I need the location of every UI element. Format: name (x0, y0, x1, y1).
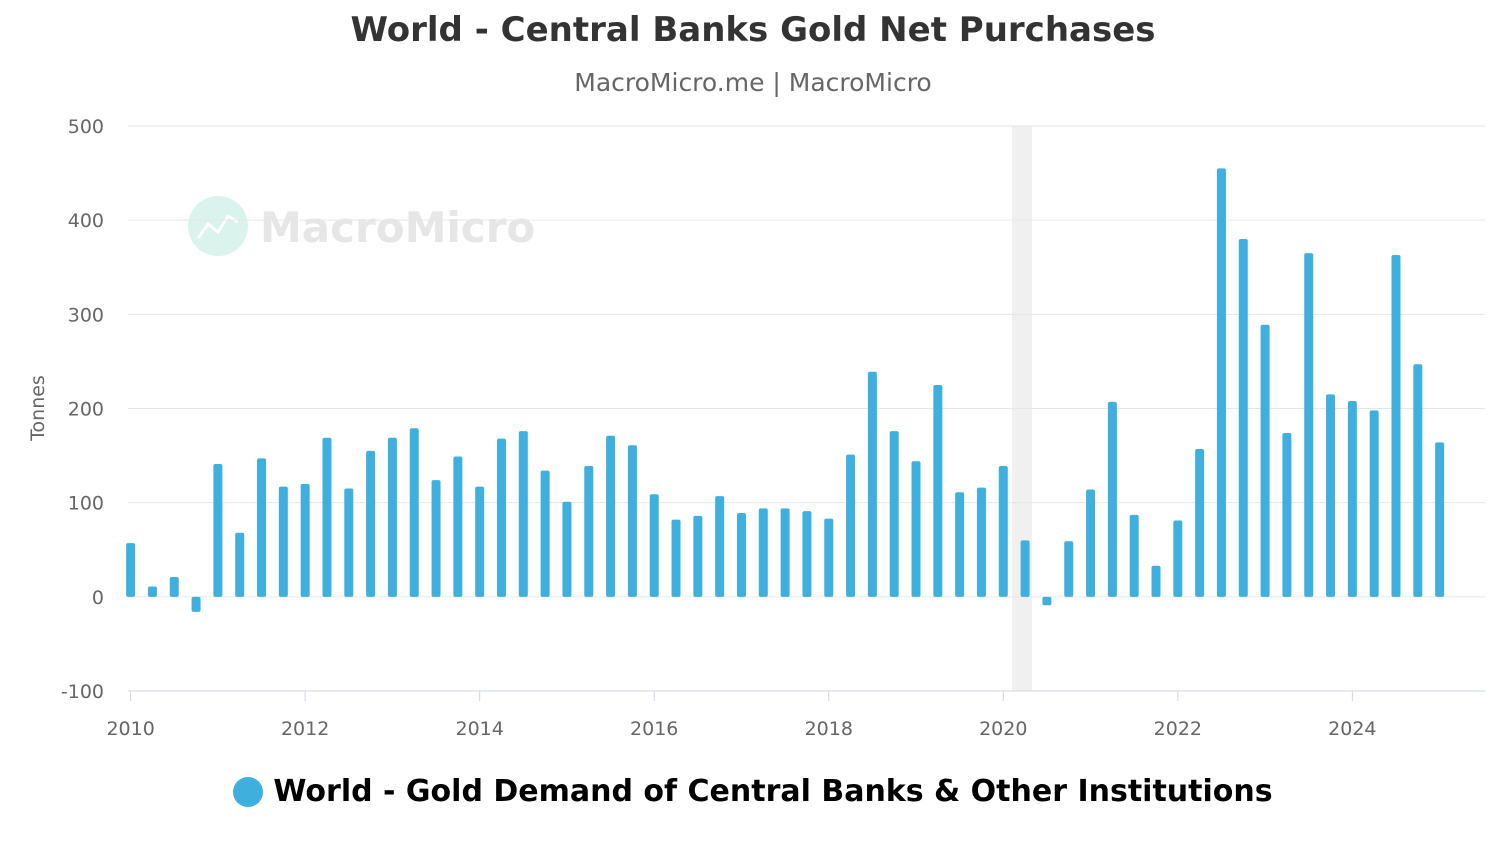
bar-2017-Q1[interactable] (736, 513, 746, 597)
bar-2013-Q1[interactable] (387, 437, 397, 597)
bar-2010-Q3[interactable] (169, 577, 179, 597)
bar-2011-Q2[interactable] (235, 532, 245, 597)
bar-2024-Q4[interactable] (1413, 364, 1423, 597)
bar-2021-Q1[interactable] (1086, 489, 1096, 597)
bar-2016-Q1[interactable] (649, 494, 659, 597)
bar-2021-Q2[interactable] (1107, 401, 1117, 597)
bar-2018-Q1[interactable] (824, 518, 834, 597)
y-tick-label-200: 200 (68, 399, 104, 421)
bar-2020-Q2[interactable] (1020, 540, 1030, 597)
chart-subtitle: MacroMicro.me | MacroMicro (574, 68, 932, 97)
bar-2022-Q4[interactable] (1238, 239, 1248, 597)
bar-2015-Q3[interactable] (606, 435, 616, 597)
bar-2011-Q3[interactable] (257, 458, 267, 597)
legend-swatch (233, 776, 264, 807)
x-tick-label-2024: 2024 (1328, 718, 1376, 740)
y-axis-title: Tonnes (27, 375, 49, 442)
bar-2016-Q4[interactable] (715, 496, 725, 597)
x-tick-label-2012: 2012 (281, 718, 329, 740)
bar-2014-Q4[interactable] (540, 470, 550, 597)
bar-2021-Q3[interactable] (1129, 514, 1139, 597)
watermark: MacroMicro (188, 196, 535, 256)
y-tick-label-300: 300 (68, 304, 104, 326)
x-tick-label-2016: 2016 (630, 718, 678, 740)
bar-2014-Q1[interactable] (475, 486, 485, 597)
macromicro-logo-icon (188, 196, 248, 256)
y-tick-label-0: 0 (92, 587, 104, 609)
bar-2024-Q3[interactable] (1391, 255, 1401, 597)
bar-2014-Q3[interactable] (518, 431, 528, 597)
y-tick-label--100: -100 (61, 681, 104, 703)
bar-2019-Q1[interactable] (911, 461, 921, 597)
bar-2025-Q1[interactable] (1435, 442, 1445, 597)
bar-2020-Q1[interactable] (998, 465, 1008, 597)
bar-2011-Q1[interactable] (213, 464, 223, 597)
bar-2013-Q2[interactable] (409, 428, 419, 597)
bar-2013-Q4[interactable] (453, 456, 463, 597)
bar-2023-Q4[interactable] (1326, 394, 1336, 597)
bar-2011-Q4[interactable] (278, 486, 288, 597)
bar-2012-Q2[interactable] (322, 437, 332, 597)
bar-2018-Q4[interactable] (889, 431, 899, 597)
bar-2016-Q2[interactable] (671, 519, 681, 597)
bar-2014-Q2[interactable] (497, 438, 507, 597)
bar-2023-Q3[interactable] (1304, 253, 1314, 597)
bar-2023-Q2[interactable] (1282, 432, 1292, 597)
bar-2015-Q2[interactable] (584, 465, 594, 597)
macromicro-logo-line (196, 213, 239, 239)
bar-2012-Q3[interactable] (344, 488, 354, 597)
legend-item-series[interactable]: World - Gold Demand of Central Banks & O… (233, 774, 1273, 809)
legend-label: World - Gold Demand of Central Banks & O… (273, 774, 1273, 809)
x-tick-label-2018: 2018 (805, 718, 853, 740)
y-tick-label-100: 100 (68, 493, 104, 515)
bar-2013-Q3[interactable] (431, 480, 441, 597)
bar-2022-Q2[interactable] (1195, 448, 1205, 597)
bar-2010-Q1[interactable] (126, 543, 136, 597)
bar-2010-Q2[interactable] (147, 586, 157, 597)
bar-2015-Q1[interactable] (562, 501, 572, 597)
bar-2022-Q3[interactable] (1216, 168, 1226, 597)
bar-2018-Q2[interactable] (846, 454, 856, 597)
bar-2020-Q4[interactable] (1064, 541, 1074, 597)
bar-2019-Q3[interactable] (955, 492, 965, 597)
bar-2019-Q4[interactable] (976, 487, 986, 597)
bar-2010-Q4[interactable] (191, 596, 201, 612)
bar-2018-Q3[interactable] (867, 371, 877, 597)
bar-2023-Q1[interactable] (1260, 324, 1270, 597)
bar-2020-Q3[interactable] (1042, 596, 1052, 606)
bar-2024-Q2[interactable] (1369, 410, 1379, 597)
x-tick-label-2020: 2020 (979, 718, 1027, 740)
y-tick-label-400: 400 (68, 210, 104, 232)
bar-2012-Q4[interactable] (366, 450, 376, 597)
x-tick-label-2022: 2022 (1154, 718, 1202, 740)
bar-2017-Q4[interactable] (802, 511, 812, 597)
bar-2021-Q4[interactable] (1151, 565, 1161, 597)
y-tick-label-500: 500 (68, 116, 104, 138)
bar-2019-Q2[interactable] (933, 384, 943, 597)
legend: World - Gold Demand of Central Banks & O… (0, 774, 1506, 811)
x-tick-label-2010: 2010 (106, 718, 154, 740)
watermark-text: MacroMicro (260, 203, 535, 252)
bar-2017-Q2[interactable] (758, 508, 768, 597)
bar-2016-Q3[interactable] (693, 515, 703, 597)
bar-2022-Q1[interactable] (1173, 520, 1183, 597)
chart-title: World - Central Banks Gold Net Purchases (350, 10, 1156, 50)
bar-2017-Q3[interactable] (780, 508, 790, 597)
x-tick-label-2014: 2014 (456, 718, 504, 740)
bar-2012-Q1[interactable] (300, 483, 310, 597)
bar-2015-Q4[interactable] (627, 445, 637, 597)
bar-2024-Q1[interactable] (1347, 400, 1357, 597)
